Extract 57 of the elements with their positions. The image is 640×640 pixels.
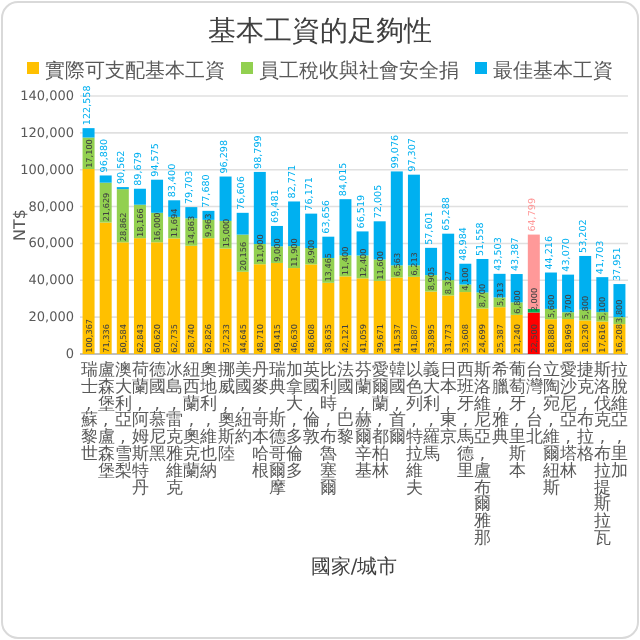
bar [219,248,232,354]
x-tick-label: 以色列, 特拉維夫 [403,359,422,497]
bar [390,277,403,354]
bar [253,264,266,354]
chart-title: 基本工資的足夠性 [208,16,432,48]
x-tick-label: 美國, 紐約 [232,359,251,447]
bar [99,222,112,354]
category-label: 斯洛維尼亞, 盧布爾雅那 [474,359,491,547]
x-tick-label: 德國, 慕尼黑 [149,359,166,463]
x-tick-label: 愛沙尼亞, 塔林 [558,359,577,480]
x-tick-label: 法國, 巴黎 [337,359,354,447]
bar [339,276,352,354]
bar [116,242,129,354]
bar [322,236,335,258]
bar [202,238,215,354]
x-tick-label: 西班牙, 馬德里 [455,359,474,480]
x-tick-label: 荷蘭, 阿姆斯特丹 [131,359,148,497]
x-tick-label: 加拿大, 多倫多 [286,359,303,480]
y-axis-title: NT$ [11,209,29,241]
bar [168,238,181,354]
x-tick-label: 日本, 東京 [440,359,457,447]
x-tick-label: 愛爾蘭, 都柏林 [369,359,388,480]
x-tick-label: 比利時, 布魯塞爾 [320,359,337,497]
x-tick-label: 奧地利, 維也納 [198,359,217,480]
legend-label: 實際可支配基本工資 [45,59,225,84]
x-tick-label: 冰島, 雷克雅維克 [164,359,183,497]
legend-label: 最佳基本工資 [493,59,613,84]
legend-label: 員工稅收與社會安全捐 [259,59,459,84]
x-tick-label: 拉脫維亞, 里加 [609,359,628,480]
x-tick-label: 台灣, 台北 [525,359,542,447]
x-tick-label: 盧森堡, 盧森堡 [97,359,114,480]
x-tick-label: 希臘, 雅典 [491,359,508,447]
bar [133,238,146,354]
x-tick-label: 紐西蘭, 奧克蘭 [181,359,200,480]
x-tick-label: 芬蘭, 赫爾辛基 [354,359,371,480]
x-tick-label: 立陶宛, 維爾紐斯 [540,359,559,497]
x-tick-label: 瑞典, 斯德哥爾摩 [268,359,285,497]
x-tick-label: 瑞士, 蘇黎世 [80,359,97,463]
x-tick-label: 韓國, 首爾 [388,359,405,447]
bar [151,179,164,213]
bar [82,169,95,354]
bar [82,128,95,138]
bar [185,245,198,354]
bar [236,212,249,235]
bar [133,188,146,205]
bar [219,176,232,221]
bar [99,175,112,183]
x-axis-title: 國家/城市 [310,554,398,579]
x-tick-label: 葡萄牙, 里斯本 [508,359,525,480]
category-label: 斯洛伐克, 布拉提斯拉瓦 [594,359,611,547]
x-tick-label: 澳大利亞, 雪梨 [114,359,131,480]
x-tick-label: 挪威, 奧斯陸 [217,359,234,463]
bar [151,242,164,354]
x-tick-label: 丹麥, 哥本哈根 [251,359,268,480]
x-tick-label: 英國, 倫敦 [303,359,320,447]
x-tick-label: 義大利, 羅馬 [421,359,440,463]
x-tick-label: 捷克, 布拉格 [575,359,594,463]
